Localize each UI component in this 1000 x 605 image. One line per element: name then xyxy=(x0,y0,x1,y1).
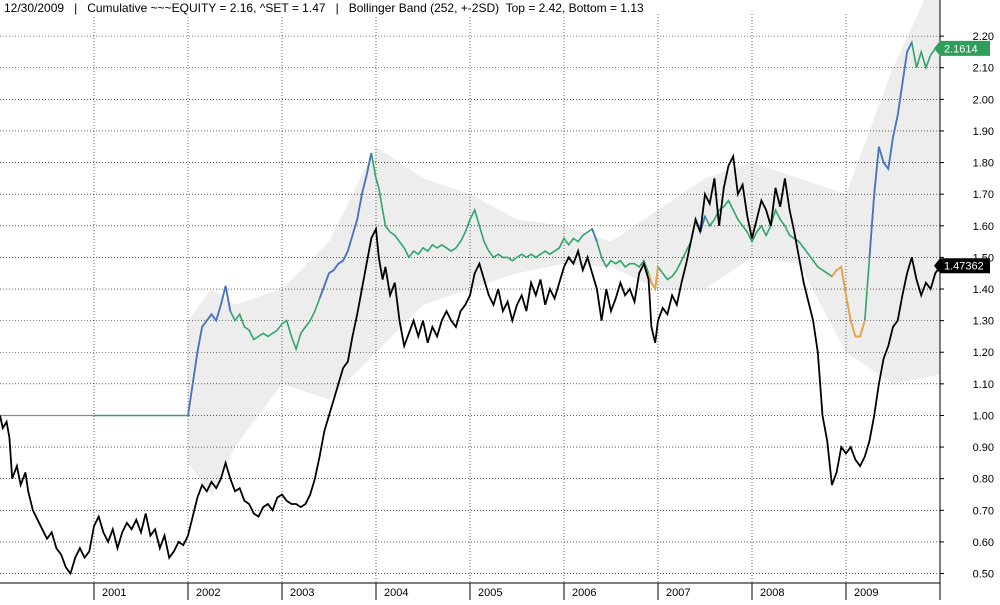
y-tick-label: 1.70 xyxy=(973,189,994,201)
bollinger-band xyxy=(188,0,940,495)
equity-segment xyxy=(868,42,913,258)
equity-value-label: 2.1614 xyxy=(944,43,978,55)
equity-segment xyxy=(647,266,659,292)
equity-segment xyxy=(318,152,373,299)
header-separator-1: | xyxy=(74,1,78,15)
y-tick-label: 1.40 xyxy=(973,284,994,296)
x-tick-label: 2004 xyxy=(384,587,408,599)
y-tick-label: 2.20 xyxy=(973,31,994,43)
header-separator-2: | xyxy=(335,1,339,15)
y-tick-label: 1.00 xyxy=(973,410,994,422)
x-tick-label: 2006 xyxy=(572,587,596,599)
x-tick-label: 2002 xyxy=(196,587,220,599)
y-tick-label: 0.70 xyxy=(973,505,994,517)
x-tick-label: 2009 xyxy=(854,587,878,599)
x-tick-label: 2008 xyxy=(760,587,784,599)
header-bollinger: Bollinger Band (252, +-2SD) Top = 2.42, … xyxy=(348,1,644,15)
y-tick-label: 1.30 xyxy=(973,316,994,328)
x-tick-label: 2005 xyxy=(478,587,502,599)
y-tick-label: 2.10 xyxy=(973,63,994,75)
header-cumulative: Cumulative ~~~EQUITY = 2.16, ^SET = 1.47 xyxy=(87,1,326,15)
y-tick-label: 1.90 xyxy=(973,126,994,138)
x-tick-label: 2001 xyxy=(102,587,126,599)
y-tick-label: 1.10 xyxy=(973,379,994,391)
equity-segment xyxy=(831,265,866,338)
y-tick-label: 0.80 xyxy=(973,474,994,486)
y-tick-label: 0.60 xyxy=(973,537,994,549)
equity-line xyxy=(94,39,940,417)
x-tick-label: 2007 xyxy=(666,587,690,599)
y-tick-label: 1.20 xyxy=(973,347,994,359)
y-tick-label: 0.90 xyxy=(973,442,994,454)
x-tick-label: 2003 xyxy=(290,587,314,599)
y-tick-label: 2.00 xyxy=(973,94,994,106)
equity-value-badge xyxy=(934,40,990,56)
set-line xyxy=(0,153,941,576)
set-value-label: 1.47362 xyxy=(944,261,984,273)
y-tick-label: 0.50 xyxy=(973,569,994,581)
equity-segment xyxy=(591,228,598,242)
chart-header: 12/30/2009 | Cumulative ~~~EQUITY = 2.16… xyxy=(4,0,644,16)
equity-segment xyxy=(187,285,232,416)
y-tick-label: 1.80 xyxy=(973,158,994,170)
y-tick-label: 1.60 xyxy=(973,221,994,233)
set-value-badge xyxy=(934,258,990,274)
header-date: 12/30/2009 xyxy=(4,1,65,15)
